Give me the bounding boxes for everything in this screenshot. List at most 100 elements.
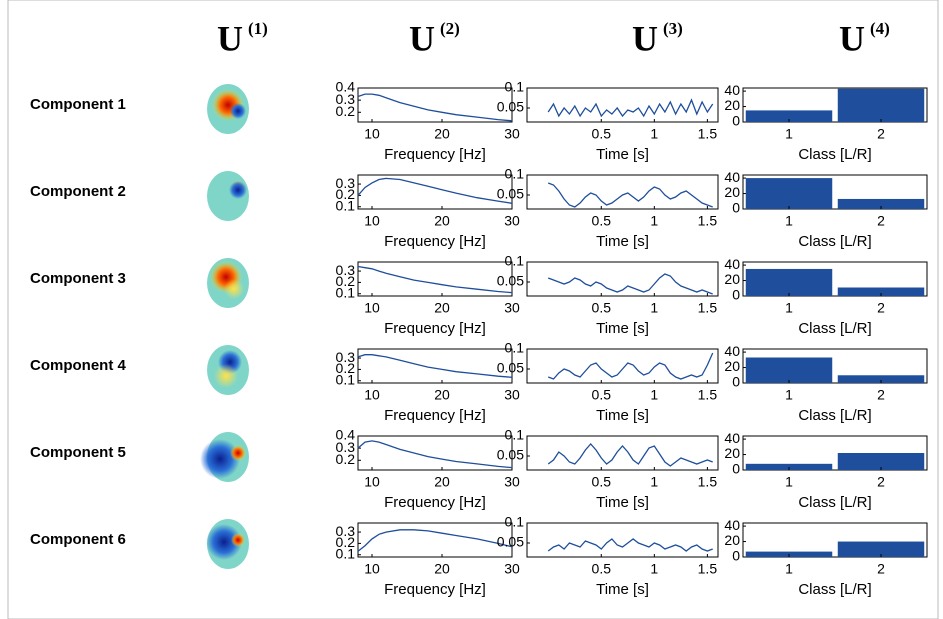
- plot-frame: [357, 435, 513, 471]
- plot-frame: [742, 87, 928, 123]
- x-tick-label: 1.5: [698, 474, 718, 490]
- x-tick-label: 30: [504, 387, 520, 403]
- x-tick-label: 1: [650, 387, 658, 403]
- y-tick-label: 0.05: [497, 273, 524, 289]
- frame: [7, 0, 939, 619]
- y-tick-label: 20: [724, 271, 740, 287]
- y-tick-label: 40: [724, 343, 740, 359]
- x-tick-label: 1: [650, 474, 658, 490]
- x-axis-label: Time [s]: [596, 320, 649, 337]
- x-axis-label: Frequency [Hz]: [384, 320, 486, 337]
- x-tick-label: 1: [650, 300, 658, 316]
- x-axis-label: Time [s]: [596, 494, 649, 511]
- y-tick-label: 0.1: [505, 253, 525, 269]
- plot-frame: [526, 261, 719, 297]
- x-tick-label: 1: [785, 561, 793, 577]
- x-tick-label: 1.5: [698, 300, 718, 316]
- x-axis-label: Class [L/R]: [798, 581, 871, 598]
- series-line: [547, 352, 714, 380]
- x-tick-label: 1: [785, 213, 793, 229]
- x-tick-label: 2: [877, 300, 885, 316]
- x-tick-label: 20: [434, 126, 450, 142]
- plot-frame: [357, 261, 513, 297]
- x-axis-label: Frequency [Hz]: [384, 233, 486, 250]
- row-label: Component 2: [30, 183, 126, 200]
- y-tick-label: 0.3: [336, 175, 356, 191]
- series-line: [547, 182, 713, 208]
- x-axis-label: Frequency [Hz]: [384, 407, 486, 424]
- series-line: [357, 93, 513, 122]
- x-tick-label: 20: [434, 474, 450, 490]
- y-tick-label: 20: [724, 445, 740, 461]
- y-tick-label: 0.05: [497, 447, 524, 463]
- y-tick-label: 0.3: [336, 439, 356, 455]
- plot-frame: [526, 348, 719, 384]
- x-tick-label: 1: [650, 126, 658, 142]
- series-line: [547, 98, 714, 118]
- y-tick-label: 40: [724, 256, 740, 272]
- bar: [745, 110, 833, 122]
- x-tick-label: 1: [650, 561, 658, 577]
- bar: [837, 453, 925, 470]
- plot-frame: [526, 87, 719, 123]
- y-tick-label: 0.3: [336, 523, 356, 539]
- bar: [745, 268, 833, 296]
- head-blob: [200, 439, 240, 479]
- x-axis-label: Frequency [Hz]: [384, 581, 486, 598]
- y-tick-label: 0.1: [505, 79, 525, 95]
- x-axis-label: Class [L/R]: [798, 146, 871, 163]
- y-tick-label: 0.1: [336, 284, 356, 300]
- x-tick-label: 0.5: [592, 561, 612, 577]
- x-tick-label: 1.5: [698, 561, 718, 577]
- bar: [837, 88, 925, 122]
- bar: [837, 287, 925, 296]
- head-blob: [229, 181, 247, 199]
- x-tick-label: 20: [434, 300, 450, 316]
- head-blob: [230, 103, 246, 119]
- x-tick-label: 30: [504, 126, 520, 142]
- x-axis-label: Class [L/R]: [798, 407, 871, 424]
- column-header-sup: (4): [870, 19, 890, 38]
- y-tick-label: 0.1: [505, 340, 525, 356]
- column-header-sup: (3): [663, 19, 683, 38]
- x-tick-label: 2: [877, 126, 885, 142]
- x-tick-label: 0.5: [592, 213, 612, 229]
- series-line: [357, 177, 513, 204]
- plot-frame: [357, 522, 513, 558]
- head-blob: [224, 279, 244, 299]
- series-line: [357, 529, 513, 552]
- y-tick-label: 20: [724, 532, 740, 548]
- y-tick-label: 0.1: [505, 514, 525, 530]
- row-label: Component 1: [30, 96, 126, 113]
- plot-frame: [357, 348, 513, 384]
- head-blob: [206, 524, 242, 560]
- series-line: [547, 538, 713, 552]
- x-tick-label: 2: [877, 474, 885, 490]
- y-tick-label: 40: [724, 82, 740, 98]
- x-tick-label: 1: [785, 474, 793, 490]
- x-tick-label: 0.5: [592, 126, 612, 142]
- x-axis-label: Frequency [Hz]: [384, 146, 486, 163]
- y-tick-label: 40: [724, 517, 740, 533]
- y-tick-label: 0: [732, 374, 740, 390]
- bar: [837, 375, 925, 383]
- y-tick-label: 0.1: [505, 166, 525, 182]
- plot-frame: [357, 174, 513, 210]
- x-tick-label: 0.5: [592, 474, 612, 490]
- x-tick-label: 10: [364, 126, 380, 142]
- y-tick-label: 0.05: [497, 534, 524, 550]
- y-tick-label: 20: [724, 358, 740, 374]
- x-tick-label: 20: [434, 387, 450, 403]
- column-header: U: [632, 18, 658, 58]
- y-tick-label: 0: [732, 200, 740, 216]
- x-tick-label: 0.5: [592, 387, 612, 403]
- column-header-sup: (1): [248, 19, 268, 38]
- x-tick-label: 30: [504, 213, 520, 229]
- x-tick-label: 10: [364, 474, 380, 490]
- y-tick-label: 0.4: [336, 427, 356, 443]
- y-tick-label: 0.1: [336, 197, 356, 213]
- column-header-sup: (2): [440, 19, 460, 38]
- x-tick-label: 20: [434, 561, 450, 577]
- x-tick-label: 2: [877, 387, 885, 403]
